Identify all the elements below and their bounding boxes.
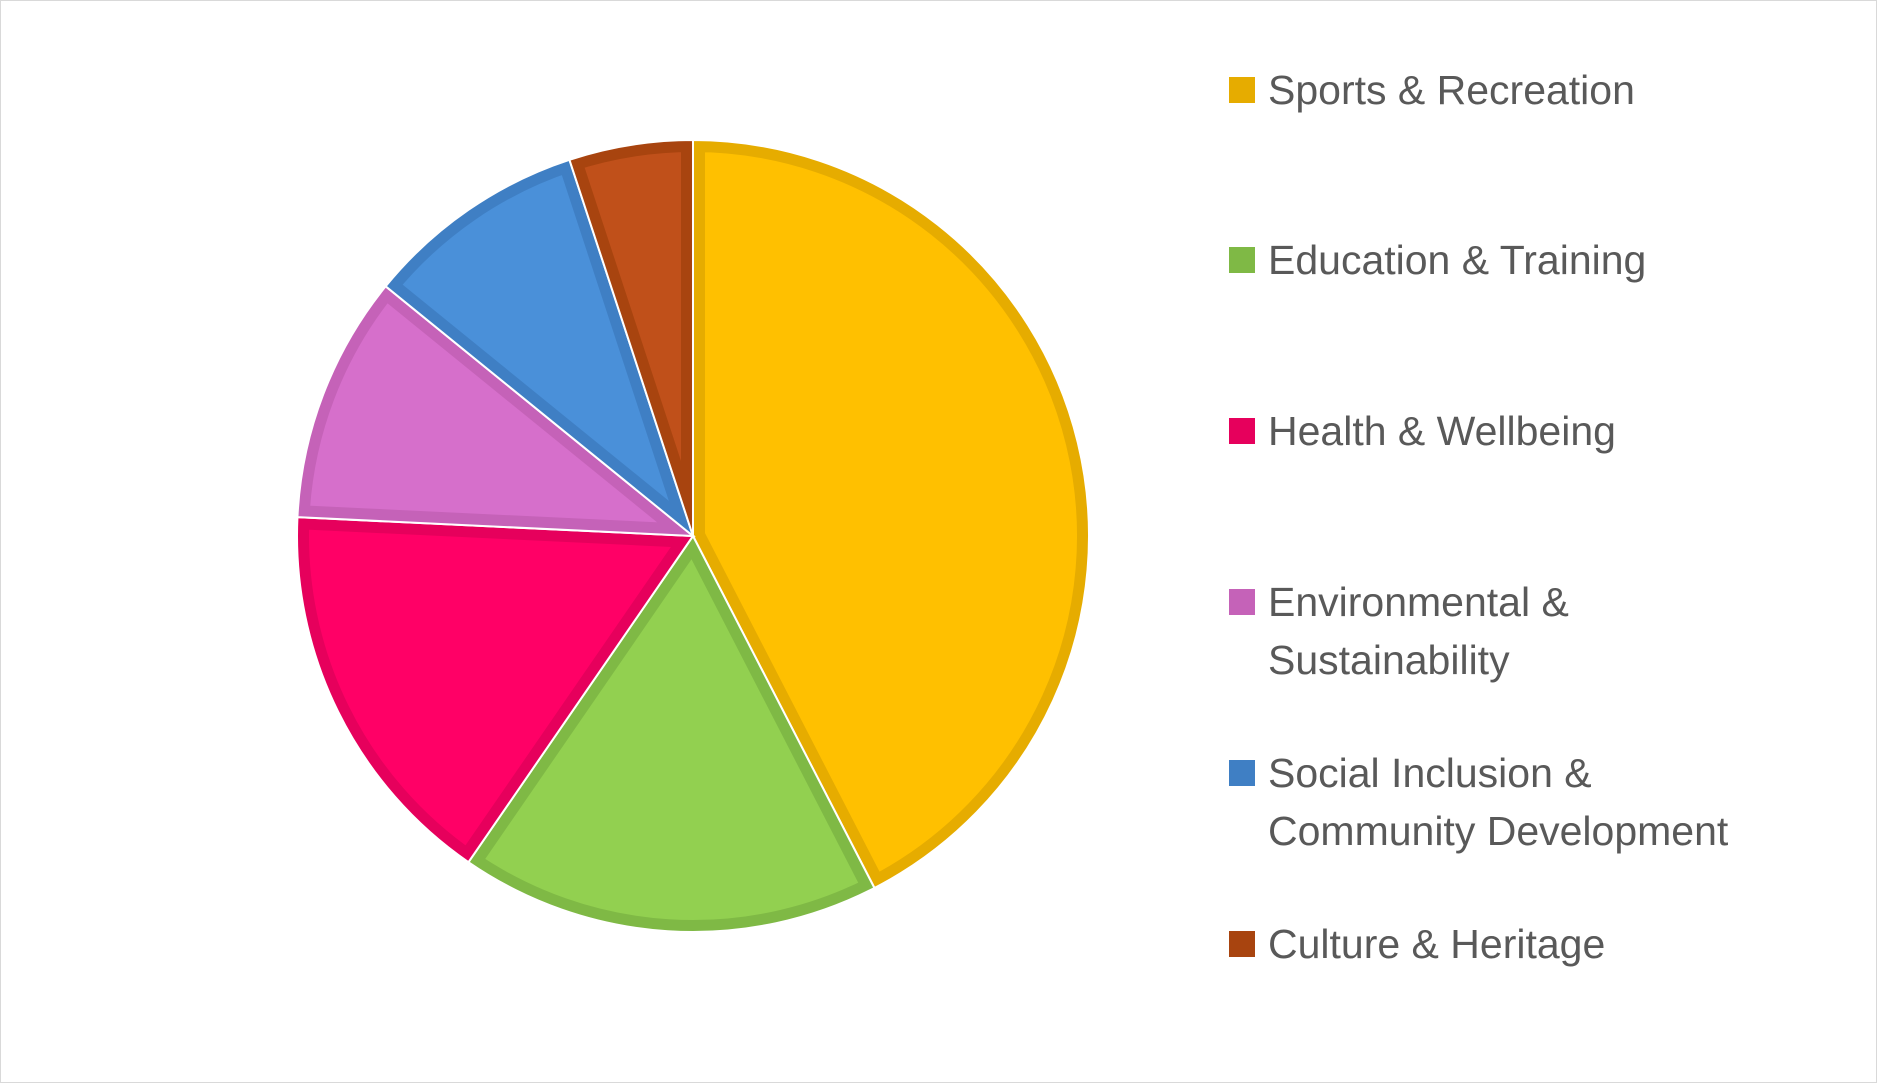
legend-swatch-health-wellbeing	[1229, 418, 1255, 444]
legend-label-education-training: Education & Training	[1268, 237, 1647, 283]
legend-swatch-education-training	[1229, 247, 1255, 273]
pie-slice-group-environmental-sustainability	[296, 284, 696, 538]
pie-slice-edge-social-inclusion	[384, 158, 696, 539]
legend-label-health-wellbeing: Health & Wellbeing	[1268, 408, 1616, 454]
pie-slice-edge-environmental-sustainability	[296, 284, 696, 538]
legend-swatch-culture-heritage	[1229, 931, 1255, 957]
legend-swatch-sports-recreation	[1229, 77, 1255, 103]
legend-swatch-environmental-sustainability	[1229, 589, 1255, 615]
pie-slice-group-health-wellbeing	[296, 516, 695, 864]
pie-slice-edge-education-training	[467, 534, 876, 933]
pie-slice-group-sports-recreation	[692, 138, 1090, 890]
legend: Sports & Recreation Education & Training…	[1229, 1, 1849, 1082]
pie-slice-edge-sports-recreation	[692, 138, 1090, 890]
legend-label-social-inclusion: Social Inclusion & Community Development	[1268, 750, 1729, 854]
legend-label-culture-heritage: Culture & Heritage	[1268, 921, 1606, 967]
pie-slice-group-social-inclusion	[384, 158, 696, 539]
pie-slice-group-education-training	[467, 534, 876, 933]
pie-slice-group-culture-heritage	[568, 138, 694, 537]
pie-slice-edge-health-wellbeing	[296, 516, 695, 864]
legend-label-environmental-sustainability: Environmental & Sustainability	[1268, 579, 1569, 683]
pie-slice-edge-culture-heritage	[568, 138, 694, 537]
legend-swatch-social-inclusion	[1229, 760, 1255, 786]
legend-label-sports-recreation: Sports & Recreation	[1268, 67, 1635, 113]
